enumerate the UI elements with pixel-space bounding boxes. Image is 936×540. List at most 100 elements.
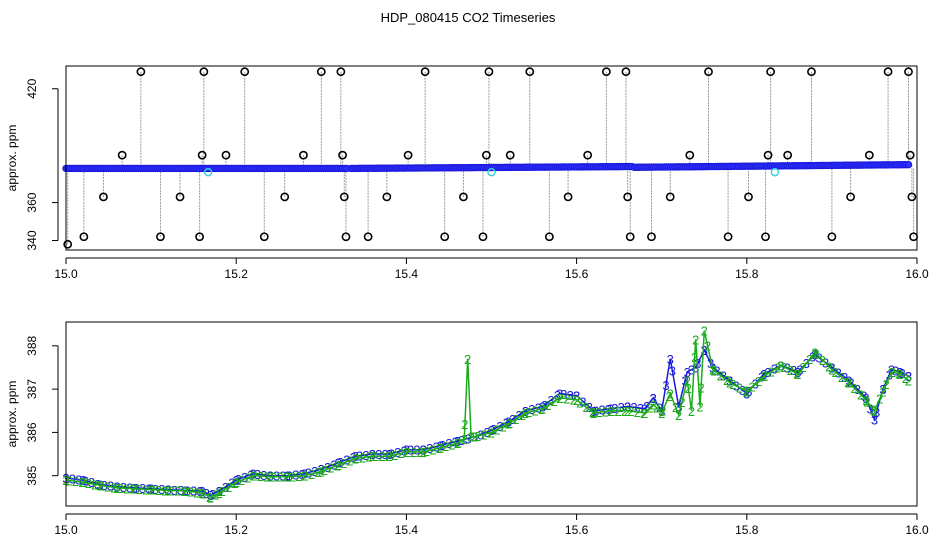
top-plot-area xyxy=(62,67,918,249)
outlier-point xyxy=(63,239,73,249)
series-3-marker: 3 xyxy=(669,364,676,379)
series-3-marker: 3 xyxy=(790,363,797,378)
series-2-marker: 2 xyxy=(391,448,398,463)
series-2-marker: 2 xyxy=(688,404,695,419)
series-3-marker: 3 xyxy=(369,447,376,462)
series-3-marker: 3 xyxy=(509,412,516,427)
outlier-point xyxy=(625,232,635,242)
flagged-point xyxy=(203,167,213,177)
series-3-marker: 3 xyxy=(656,401,663,416)
series-2-marker: 2 xyxy=(828,363,835,378)
outlier-point xyxy=(339,192,349,202)
series-2-marker: 2 xyxy=(675,408,682,423)
outlier-point xyxy=(197,150,207,160)
series-2-marker: 2 xyxy=(701,324,708,339)
series-2-marker: 2 xyxy=(870,402,877,417)
series-2-marker: 2 xyxy=(862,393,869,408)
outlier-point xyxy=(440,232,450,242)
series-2-marker: 2 xyxy=(468,430,475,445)
series-2-marker: 2 xyxy=(244,471,251,486)
series-2-marker: 2 xyxy=(219,484,226,499)
series-2-marker: 2 xyxy=(590,406,597,421)
series-2-marker: 2 xyxy=(500,419,507,434)
series-3-marker: 3 xyxy=(113,480,120,495)
series-2-marker: 2 xyxy=(825,359,832,374)
series-2-marker: 2 xyxy=(896,367,903,382)
series-2-marker: 2 xyxy=(589,405,596,420)
series-3-marker: 3 xyxy=(892,364,899,379)
series-3-marker: 3 xyxy=(388,447,395,462)
outlier-point xyxy=(420,67,430,77)
series-3-marker: 3 xyxy=(541,398,548,413)
series-2-marker: 2 xyxy=(85,476,92,491)
outlier-point xyxy=(316,67,326,77)
series-2-marker: 2 xyxy=(697,380,704,395)
series-2-marker: 2 xyxy=(787,363,794,378)
series-2-marker: 2 xyxy=(251,469,258,484)
outlier-point xyxy=(221,150,231,160)
series-2-marker: 2 xyxy=(302,468,309,483)
series-2-marker: 2 xyxy=(672,400,679,415)
series-3-marker: 3 xyxy=(871,412,878,427)
series-2-marker: 2 xyxy=(755,374,762,389)
bottom-y-tick-label: 387 xyxy=(25,379,39,399)
series-2-marker: 2 xyxy=(563,392,570,407)
series-2-marker: 2 xyxy=(455,436,462,451)
series-2-marker: 2 xyxy=(449,438,456,453)
series-3-marker: 3 xyxy=(739,383,746,398)
series-2-marker: 2 xyxy=(72,474,79,489)
series-2-marker: 2 xyxy=(174,484,181,499)
series-3-marker: 3 xyxy=(352,449,359,464)
series-3-marker: 3 xyxy=(113,480,120,495)
series-2-marker: 2 xyxy=(404,445,411,460)
series-2-marker: 2 xyxy=(276,470,283,485)
series-3-marker: 3 xyxy=(764,365,771,380)
series-2-marker: 2 xyxy=(464,352,471,367)
series-2-marker: 2 xyxy=(640,406,647,421)
series-2-marker: 2 xyxy=(467,430,474,445)
series-3-marker: 3 xyxy=(650,391,657,406)
series-2-marker: 2 xyxy=(634,405,641,420)
series-2-marker: 2 xyxy=(905,373,912,388)
series-2-marker: 2 xyxy=(760,369,767,384)
series-3-marker: 3 xyxy=(809,350,816,365)
top-x-tick-label: 15.2 xyxy=(225,267,249,281)
outlier-point xyxy=(864,150,874,160)
outlier-point xyxy=(99,192,108,202)
series-3-marker: 3 xyxy=(637,401,644,416)
series-2-marker: 2 xyxy=(666,389,673,404)
outlier-point xyxy=(883,67,893,77)
series-2-marker: 2 xyxy=(800,360,807,375)
outlier-point xyxy=(484,67,494,77)
series-2-marker: 2 xyxy=(284,470,291,485)
series-3-marker: 3 xyxy=(292,468,299,483)
series-2-marker: 2 xyxy=(334,458,341,473)
outlier-point xyxy=(601,67,611,77)
series-2-marker: 2 xyxy=(149,483,156,498)
outlier-point xyxy=(907,192,917,202)
series-2-marker: 2 xyxy=(180,484,187,499)
series-2-marker: 2 xyxy=(301,469,308,484)
outlier-point xyxy=(363,232,373,242)
series-2-marker: 2 xyxy=(539,402,546,417)
outlier-point xyxy=(459,192,468,202)
series-3-marker: 3 xyxy=(88,475,95,490)
series-3-marker: 3 xyxy=(845,373,852,388)
series-2-marker: 2 xyxy=(678,395,685,410)
series-3-marker: 3 xyxy=(439,438,446,453)
series-2-marker: 2 xyxy=(66,473,73,488)
series-2-marker: 2 xyxy=(595,405,602,420)
series-3-marker: 3 xyxy=(420,443,427,458)
outlier-point xyxy=(382,192,392,202)
series-3-marker: 3 xyxy=(701,343,708,358)
series-2-marker: 2 xyxy=(161,483,168,498)
outlier-point xyxy=(156,232,165,242)
series-3-marker: 3 xyxy=(209,487,216,502)
series-2-marker: 2 xyxy=(461,432,468,447)
series-3-marker: 3 xyxy=(684,365,691,380)
series-2-marker: 2 xyxy=(206,490,213,505)
series-3-marker: 3 xyxy=(190,484,197,499)
series-3-marker: 3 xyxy=(394,445,401,460)
